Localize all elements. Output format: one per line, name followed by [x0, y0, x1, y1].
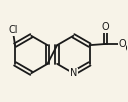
Text: N: N — [70, 68, 77, 78]
Text: O: O — [118, 39, 126, 49]
Text: O: O — [102, 22, 109, 32]
Text: Cl: Cl — [9, 25, 18, 35]
